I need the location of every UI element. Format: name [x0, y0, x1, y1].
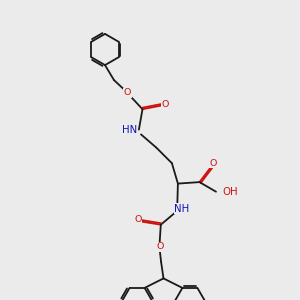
Text: O: O [162, 100, 169, 109]
Text: OH: OH [223, 187, 238, 197]
Text: HN: HN [122, 125, 137, 135]
Text: O: O [134, 215, 142, 224]
Text: O: O [209, 159, 216, 168]
Text: NH: NH [174, 204, 189, 214]
Text: O: O [124, 88, 131, 97]
Text: O: O [157, 242, 164, 251]
